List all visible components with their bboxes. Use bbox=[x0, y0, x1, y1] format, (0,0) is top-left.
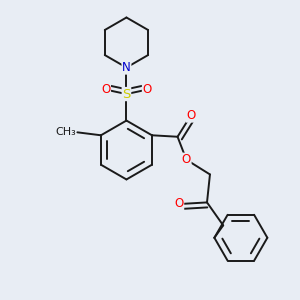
Text: CH₃: CH₃ bbox=[55, 127, 76, 137]
Text: N: N bbox=[122, 61, 131, 74]
Text: O: O bbox=[142, 83, 152, 96]
Text: O: O bbox=[174, 197, 184, 210]
Text: O: O bbox=[101, 83, 110, 96]
Text: S: S bbox=[122, 88, 130, 100]
Text: O: O bbox=[182, 153, 191, 166]
Text: O: O bbox=[186, 109, 195, 122]
